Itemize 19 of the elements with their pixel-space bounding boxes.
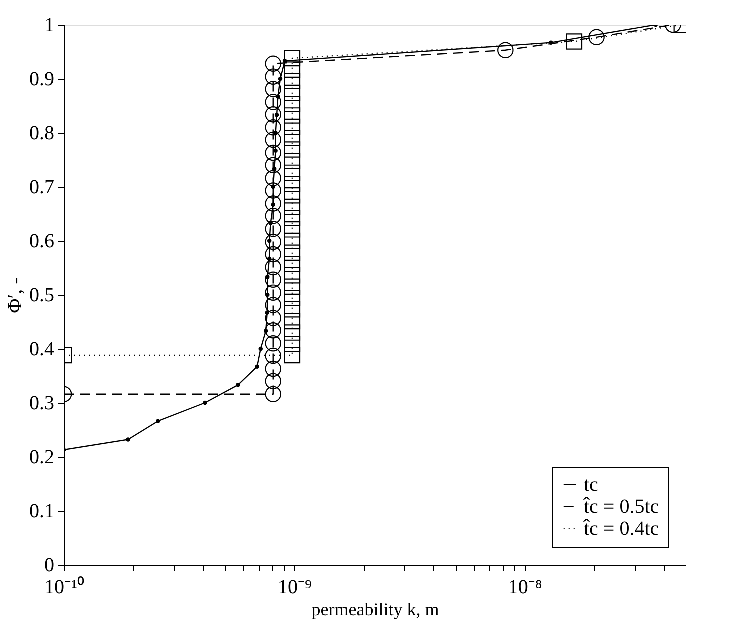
x-tick-label: 10⁻¹⁰ [44,576,84,598]
y-tick-label: 0.7 [30,176,54,198]
y-tick-label: 0.6 [30,230,54,252]
x-tick-label: 10⁻⁸ [508,576,542,598]
legend-label: t̂c = 0.5tc [582,496,660,518]
legend-label: t̂c = 0.4tc [582,518,660,540]
y-axis-title: Φ′, - [4,278,26,314]
y-tick-label: 0.2 [30,446,54,468]
y-tick-label: 0.9 [30,68,54,90]
legend-label: tc [584,474,599,496]
y-tick-label: 0.3 [30,392,54,414]
y-tick-label: 1 [44,14,54,36]
x-tick-label: 10⁻⁹ [278,576,312,598]
y-tick-label: 0.1 [30,500,54,522]
y-tick-label: 0.5 [30,284,54,306]
x-axis-title: permeability k, m [312,600,440,620]
y-tick-label: 0 [44,554,54,576]
y-tick-label: 0.4 [30,338,54,360]
y-tick-label: 0.8 [30,122,54,144]
